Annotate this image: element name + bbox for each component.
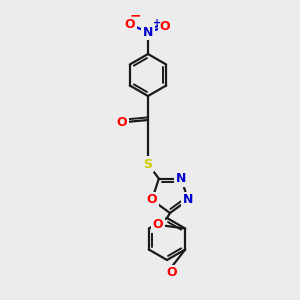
- Text: O: O: [117, 116, 127, 128]
- Text: N: N: [176, 172, 186, 185]
- Text: S: S: [143, 158, 152, 170]
- Text: −: −: [129, 8, 141, 22]
- Text: O: O: [147, 194, 157, 206]
- Text: O: O: [153, 218, 164, 231]
- Text: N: N: [183, 194, 193, 206]
- Text: O: O: [167, 266, 178, 279]
- Text: +: +: [153, 18, 161, 28]
- Text: O: O: [125, 17, 135, 31]
- Text: O: O: [160, 20, 170, 34]
- Text: N: N: [143, 26, 153, 38]
